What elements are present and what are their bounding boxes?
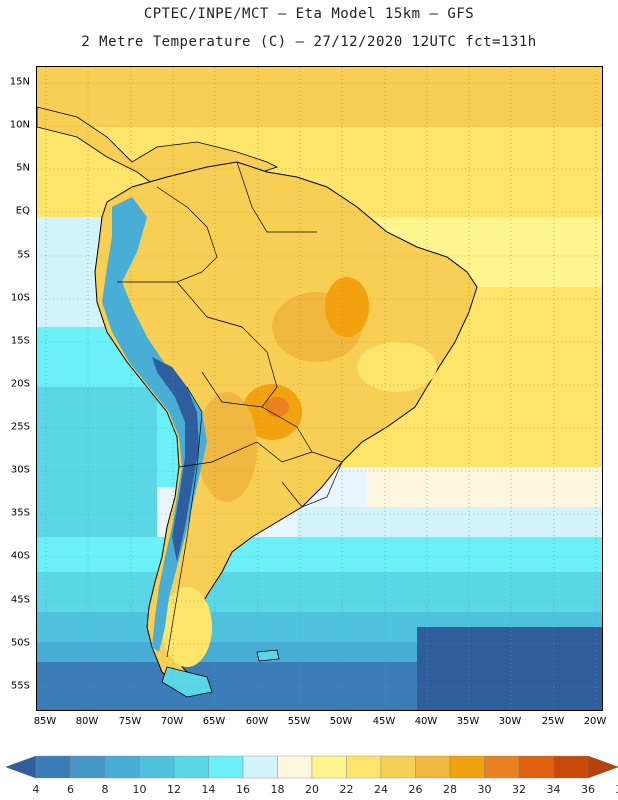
legend-swatch bbox=[173, 755, 209, 779]
lon-label: 65W bbox=[202, 716, 226, 727]
legend-arrow-high bbox=[587, 755, 618, 779]
legend-swatch bbox=[380, 755, 416, 779]
legend-label: 8 bbox=[101, 783, 109, 796]
lat-label: 15S bbox=[10, 335, 30, 347]
ocean-south-2 bbox=[37, 572, 602, 617]
lon-label: 80W bbox=[75, 716, 99, 727]
mild-region-patagonia bbox=[162, 587, 212, 667]
legend-swatch bbox=[346, 755, 382, 779]
legend-swatch bbox=[518, 755, 554, 779]
legend-label: 36 bbox=[581, 783, 595, 796]
lat-label: 5N bbox=[16, 162, 30, 174]
border-chile bbox=[166, 386, 203, 658]
legend-label: 16 bbox=[236, 783, 250, 796]
legend-swatch bbox=[208, 755, 244, 779]
lat-label: 10S bbox=[10, 292, 30, 304]
temperature-map bbox=[36, 66, 603, 711]
color-legend bbox=[6, 755, 618, 779]
hottest-region bbox=[265, 397, 289, 417]
chart-title: CPTEC/INPE/MCT – Eta Model 15km – GFS bbox=[143, 6, 475, 22]
lon-label: 25W bbox=[541, 716, 565, 727]
legend-label: 18 bbox=[270, 783, 285, 796]
legend-label: 10 bbox=[132, 783, 147, 796]
lat-label: 15N bbox=[9, 76, 30, 88]
legend-label: 20 bbox=[305, 783, 319, 796]
graticule bbox=[37, 67, 602, 710]
border-argentina-north bbox=[178, 441, 258, 468]
lat-label: 30S bbox=[10, 464, 30, 476]
legend-label: 26 bbox=[408, 783, 423, 796]
hot-region-argentina bbox=[197, 392, 257, 502]
legend-label: 6 bbox=[67, 783, 74, 796]
lat-label: 20S bbox=[10, 378, 30, 390]
lon-label: 55W bbox=[287, 716, 311, 727]
falkland-islands bbox=[256, 649, 280, 662]
legend-label: 12 bbox=[167, 783, 181, 796]
lon-label: 20W bbox=[583, 716, 607, 727]
andes-coldest-strip bbox=[152, 357, 199, 562]
legend-swatch bbox=[139, 755, 175, 779]
lat-label: 35S bbox=[10, 507, 30, 519]
lon-label: 60W bbox=[245, 716, 269, 727]
lon-label: 50W bbox=[329, 716, 353, 727]
legend-label: 34 bbox=[546, 783, 561, 796]
legend-label: 14 bbox=[201, 783, 216, 796]
legend-swatch bbox=[104, 755, 140, 779]
lon-label: 45W bbox=[372, 716, 396, 727]
legend-label: 4 bbox=[32, 783, 40, 796]
lon-label: 75W bbox=[118, 716, 142, 727]
legend-swatch bbox=[242, 755, 278, 779]
ocean-south-6 bbox=[417, 627, 602, 710]
lon-label: 30W bbox=[498, 716, 522, 727]
chart-subtitle: 2 Metre Temperature (C) – 27/12/2020 12U… bbox=[81, 34, 537, 50]
ocean-north-hot bbox=[37, 67, 602, 127]
legend-label: 32 bbox=[512, 783, 526, 796]
legend-label: 38 bbox=[616, 783, 618, 796]
country-borders bbox=[117, 161, 343, 658]
legend-swatch bbox=[277, 755, 313, 779]
hot-region-tocantins bbox=[325, 277, 369, 337]
ocean-pacific-colder bbox=[37, 387, 157, 547]
lat-label: 10N bbox=[9, 119, 30, 131]
legend-label: 22 bbox=[339, 783, 354, 796]
legend-swatch bbox=[484, 755, 520, 779]
legend-arrow-low bbox=[6, 755, 37, 779]
lon-label: 85W bbox=[33, 716, 57, 727]
lat-label: EQ bbox=[15, 205, 30, 217]
border-uruguay bbox=[281, 451, 343, 508]
ocean-atlantic-cool bbox=[297, 507, 602, 542]
legend-swatch bbox=[311, 755, 347, 779]
lon-label: 40W bbox=[414, 716, 438, 727]
legend-label: 28 bbox=[443, 783, 457, 796]
lat-label: 5S bbox=[17, 249, 30, 261]
legend-label: 24 bbox=[374, 783, 388, 796]
map-canvas bbox=[37, 67, 602, 710]
ocean-atlantic-mild bbox=[367, 467, 602, 507]
border-venezuela bbox=[236, 161, 317, 233]
legend-label: 30 bbox=[477, 783, 492, 796]
legend-swatch bbox=[553, 755, 589, 779]
legend-swatch bbox=[35, 755, 71, 779]
border-bolivia bbox=[201, 316, 278, 408]
lon-label: 35W bbox=[456, 716, 480, 727]
lat-label: 25S bbox=[10, 421, 30, 433]
lat-label: 40S bbox=[10, 550, 30, 562]
lat-label: 50S bbox=[10, 637, 30, 649]
legend-swatch bbox=[415, 755, 451, 779]
lon-label: 70W bbox=[160, 716, 184, 727]
legend-swatch bbox=[70, 755, 106, 779]
border-colombia bbox=[156, 186, 218, 283]
legend-swatch bbox=[449, 755, 485, 779]
tierra-del-fuego bbox=[161, 666, 213, 698]
lat-label: 55S bbox=[10, 680, 30, 692]
mild-region-east bbox=[357, 342, 437, 392]
lat-label: 45S bbox=[10, 594, 30, 606]
